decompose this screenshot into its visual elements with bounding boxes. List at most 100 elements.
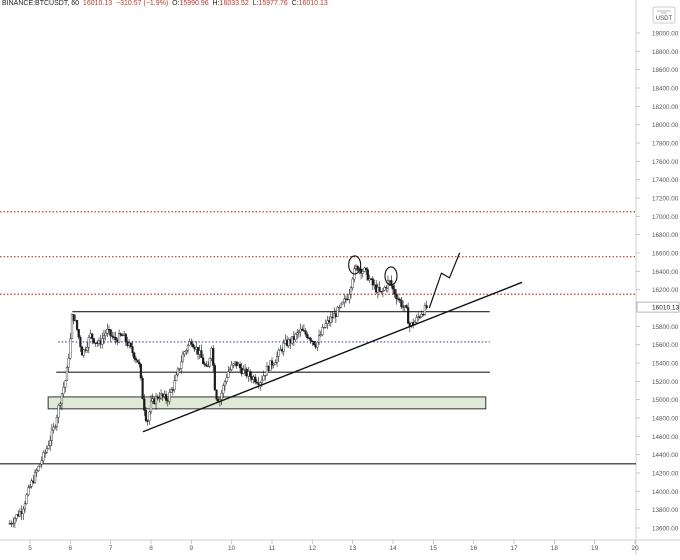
candle-body [407, 307, 410, 324]
candle-body [168, 392, 171, 402]
candle-body [133, 352, 136, 359]
candle-body [119, 333, 122, 336]
candle-body [220, 392, 223, 400]
candle-body [67, 358, 70, 368]
candle-body [170, 389, 173, 393]
candle-body [44, 452, 47, 454]
candle-body [400, 299, 403, 307]
candle-body [191, 344, 195, 348]
ascending-trendline[interactable] [142, 281, 523, 433]
candle-body [91, 333, 94, 339]
candle-body [200, 350, 203, 359]
candle-body [175, 374, 178, 381]
candle-body [181, 353, 185, 363]
candle-body [35, 470, 38, 473]
candle-body [341, 301, 344, 305]
candle-body [223, 381, 227, 386]
candle-body [420, 314, 423, 318]
candle-body [425, 305, 428, 309]
candle-body [319, 334, 322, 336]
candle-body [306, 334, 309, 339]
price-tick-label: 17000.00 [652, 214, 679, 221]
candle-body [33, 471, 37, 483]
candle-body [203, 363, 206, 366]
close-label: C: [291, 0, 299, 7]
candle-body [343, 298, 346, 303]
candle-body [40, 460, 43, 465]
candle-body [129, 342, 132, 347]
support-zone[interactable] [47, 396, 487, 410]
usdt-badge-icon[interactable]: USDT [652, 6, 676, 24]
candle-body [176, 368, 179, 376]
candle-body [149, 400, 153, 413]
candle-body [86, 346, 89, 351]
price-tick-label: 15800.00 [652, 324, 679, 331]
price-tick-label: 17800.00 [652, 141, 679, 148]
candle-body [173, 380, 176, 390]
plot-area[interactable] [0, 0, 636, 540]
candle-body [205, 364, 208, 367]
candle-body [27, 487, 30, 496]
high-label: H: [212, 0, 220, 7]
candle-body [390, 280, 393, 287]
header-close-value: 16010.13 [82, 0, 113, 7]
candle-body [207, 365, 210, 368]
candle-body [208, 358, 211, 367]
time-tick-label: 6 [69, 545, 73, 552]
symbol-label[interactable]: BINANCE:BTCUSDT, 60 [2, 0, 80, 7]
candle-body [49, 440, 52, 446]
candle-body [23, 503, 27, 510]
candle-body [143, 398, 146, 411]
candle-body [277, 349, 280, 357]
candle-body [371, 278, 374, 286]
price-tick-label: 16800.00 [652, 232, 679, 239]
candle-body [230, 365, 233, 370]
candle-body [111, 335, 114, 338]
time-tick-label: 10 [228, 545, 236, 552]
projection-path[interactable] [428, 252, 461, 309]
price-tick-label: 18200.00 [652, 104, 679, 111]
top-circle-annotation[interactable] [348, 255, 362, 275]
candle-body [383, 287, 386, 291]
price-tick-label: 19000.00 [652, 31, 679, 38]
candle-body [69, 338, 72, 359]
candle-body [338, 306, 341, 309]
candle-body [15, 514, 18, 519]
candle-body [391, 285, 395, 290]
price-tick-label: 13600.00 [652, 526, 679, 533]
candle-body [154, 396, 158, 405]
candle-body [38, 464, 42, 467]
candle-body [102, 335, 106, 339]
candle-body [79, 336, 82, 348]
candle-body [180, 361, 183, 369]
candle-body [227, 371, 230, 378]
time-tick-label: 20 [631, 545, 639, 552]
candle-body [260, 379, 264, 384]
candle-body [398, 298, 401, 301]
time-tick-label: 11 [269, 545, 276, 552]
candle-body [82, 349, 85, 356]
price-tick-label: 13800.00 [652, 507, 679, 514]
time-tick-label: 18 [551, 545, 559, 552]
candle-body [324, 323, 327, 328]
candle-body [54, 426, 57, 428]
candle-body [405, 305, 408, 308]
candle-body [131, 346, 134, 353]
candle-body [22, 508, 25, 514]
candle-body [55, 417, 58, 427]
candle-body [45, 448, 48, 453]
candle-body [52, 426, 55, 431]
candle-body [255, 381, 258, 384]
candle-body [139, 363, 143, 379]
candle-body [282, 342, 285, 352]
top-circle-annotation[interactable] [384, 266, 398, 286]
candle-body [42, 452, 45, 461]
candle-body [65, 367, 69, 382]
price-tick-label: 18800.00 [652, 49, 679, 56]
price-tick-label: 17200.00 [652, 196, 679, 203]
candle-body [62, 387, 65, 394]
open-label: O: [172, 0, 180, 7]
candle-body [378, 287, 381, 292]
